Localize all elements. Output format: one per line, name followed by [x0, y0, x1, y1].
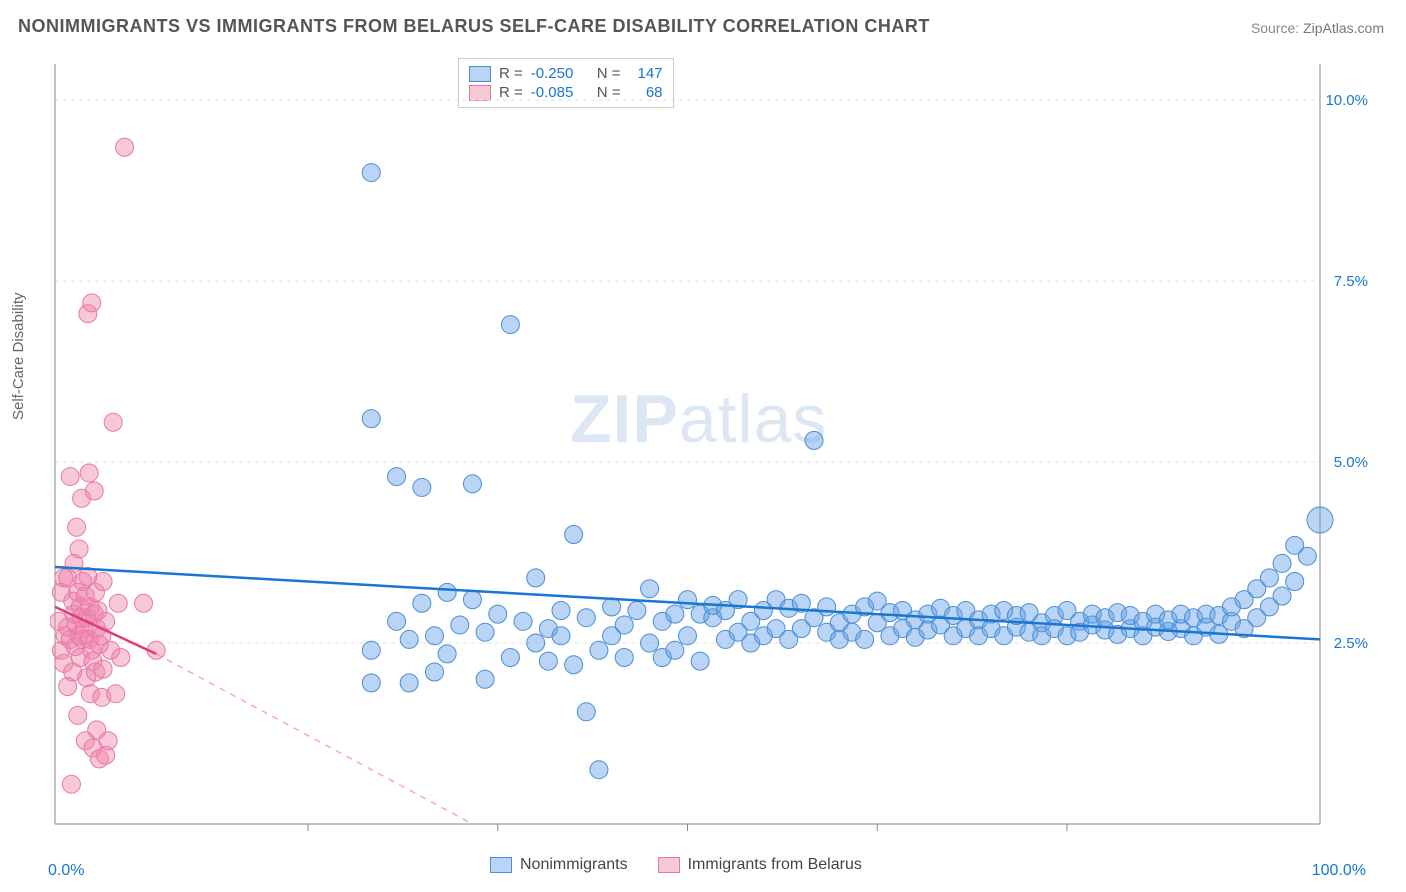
xtick-100: 100.0%	[1312, 862, 1366, 880]
y-axis-label: Self-Care Disability	[10, 292, 27, 420]
svg-text:7.5%: 7.5%	[1334, 273, 1368, 290]
swatch-blue-icon	[490, 857, 512, 873]
svg-text:10.0%: 10.0%	[1325, 92, 1368, 109]
source-attribution: Source: ZipAtlas.com	[1251, 20, 1384, 36]
source-value: ZipAtlas.com	[1303, 20, 1384, 36]
svg-text:5.0%: 5.0%	[1334, 454, 1368, 471]
legend-label-blue: Nonimmigrants	[520, 856, 628, 874]
legend-bottom: Nonimmigrants Immigrants from Belarus	[490, 856, 862, 874]
legend-item-blue: Nonimmigrants	[490, 856, 628, 874]
chart-title: NONIMMIGRANTS VS IMMIGRANTS FROM BELARUS…	[18, 16, 930, 37]
svg-text:2.5%: 2.5%	[1334, 635, 1368, 652]
legend-label-pink: Immigrants from Belarus	[688, 856, 862, 874]
scatter-chart: 2.5% 5.0% 7.5% 10.0%	[50, 54, 1370, 854]
legend-item-pink: Immigrants from Belarus	[658, 856, 862, 874]
swatch-pink-icon	[658, 857, 680, 873]
source-label: Source:	[1251, 20, 1299, 36]
xtick-0: 0.0%	[48, 862, 84, 880]
